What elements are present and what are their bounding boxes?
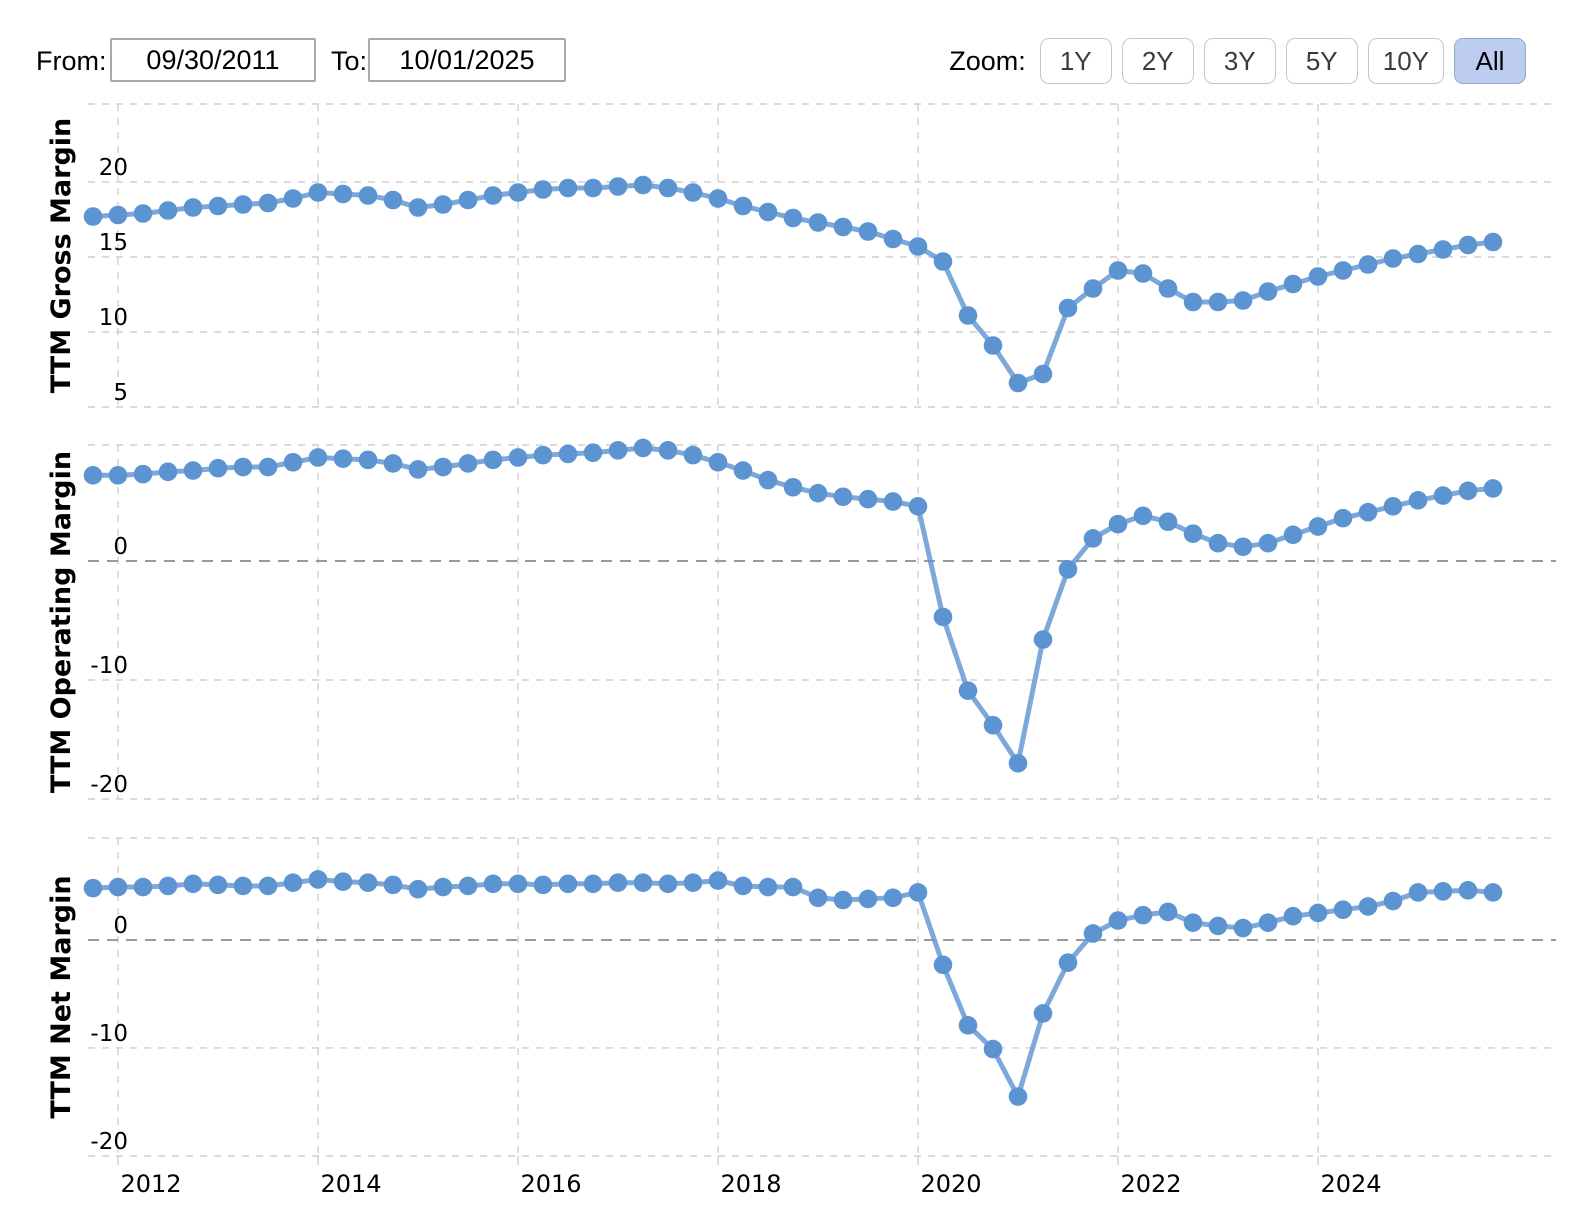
from-date-input[interactable] — [110, 38, 316, 82]
svg-text:2014: 2014 — [320, 1170, 381, 1198]
svg-text:2012: 2012 — [120, 1170, 181, 1198]
zoom-button-group: Zoom: 1Y 2Y 3Y 5Y 10Y All — [949, 38, 1526, 84]
zoom-1y-button[interactable]: 1Y — [1039, 38, 1112, 84]
zoom-10y-button[interactable]: 10Y — [1367, 38, 1444, 84]
to-label: To: — [331, 46, 368, 76]
svg-text:15: 15 — [99, 230, 128, 256]
svg-text:20: 20 — [99, 155, 128, 181]
zoom-5y-button[interactable]: 5Y — [1285, 38, 1358, 84]
from-label: From: — [36, 46, 107, 76]
svg-text:-10: -10 — [90, 653, 128, 679]
chart-toolbar: From: To: Zoom: 1Y 2Y 3Y 5Y 10Y All — [0, 0, 1572, 95]
zoom-2y-button[interactable]: 2Y — [1121, 38, 1194, 84]
svg-text:2024: 2024 — [1320, 1170, 1381, 1198]
svg-text:2018: 2018 — [720, 1170, 781, 1198]
svg-text:10: 10 — [99, 305, 128, 331]
zoom-label: Zoom: — [949, 45, 1026, 76]
svg-text:0: 0 — [113, 534, 128, 560]
svg-text:5: 5 — [113, 380, 128, 406]
svg-text:2022: 2022 — [1120, 1170, 1181, 1198]
svg-text:TTM Gross Margin: TTM Gross Margin — [46, 118, 77, 394]
svg-text:TTM Operating Margin: TTM Operating Margin — [46, 451, 77, 793]
svg-text:2020: 2020 — [920, 1170, 981, 1198]
svg-text:-20: -20 — [90, 772, 128, 798]
to-date-input[interactable] — [368, 38, 566, 82]
svg-text:TTM Net Margin: TTM Net Margin — [46, 875, 77, 1118]
zoom-3y-button[interactable]: 3Y — [1203, 38, 1276, 84]
svg-text:-10: -10 — [90, 1021, 128, 1047]
svg-text:2016: 2016 — [520, 1170, 581, 1198]
svg-text:-20: -20 — [90, 1129, 128, 1155]
zoom-all-button[interactable]: All — [1454, 38, 1526, 84]
svg-text:0: 0 — [113, 913, 128, 939]
